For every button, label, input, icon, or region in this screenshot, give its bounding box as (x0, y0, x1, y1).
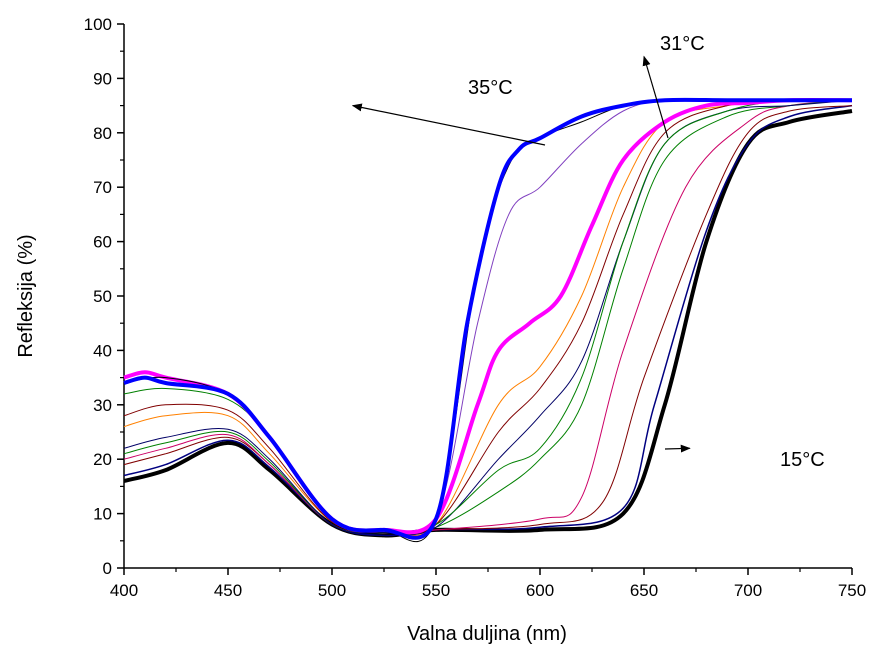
x-tick-label: 500 (318, 581, 346, 600)
series-line-8 (123, 99, 853, 535)
y-tick-label: 0 (103, 559, 112, 578)
y-tick-label: 40 (93, 341, 112, 360)
series-line-1 (123, 109, 853, 538)
x-tick-label: 400 (110, 581, 138, 600)
x-tick-label: 550 (422, 581, 450, 600)
x-tick-label: 650 (630, 581, 658, 600)
annotation-label: 15°C (780, 449, 825, 471)
series-line-9 (123, 98, 853, 532)
y-tick-label: 20 (93, 450, 112, 469)
series-line-3 (123, 105, 853, 534)
series-line-6 (123, 99, 853, 536)
x-tick-label: 450 (214, 581, 242, 600)
series-line-4 (123, 99, 853, 534)
y-tick-label: 60 (93, 233, 112, 252)
y-axis-title: Refleksija (%) (15, 234, 37, 357)
series-line-13 (123, 97, 852, 540)
x-tick-label: 700 (734, 581, 762, 600)
series-lines (123, 97, 853, 543)
y-tick-label: 70 (93, 178, 112, 197)
annotation-label: 35°C (468, 77, 513, 99)
annotation-label: 31°C (660, 33, 705, 55)
x-axis-title: Valna duljina (nm) (407, 623, 567, 645)
series-line-12 (123, 99, 852, 543)
annotation-arrow (642, 55, 669, 139)
series-line-11 (123, 98, 852, 539)
y-tick-label: 30 (93, 396, 112, 415)
y-tick-label: 90 (93, 69, 112, 88)
y-tick-label: 100 (84, 15, 112, 34)
y-tick-label: 80 (93, 124, 112, 143)
series-line-7 (123, 99, 853, 536)
annotation-arrow (664, 444, 691, 453)
x-tick-label: 600 (526, 581, 554, 600)
annotation-arrow (351, 103, 546, 146)
series-line-10 (123, 97, 853, 535)
series-line-2 (123, 104, 853, 537)
axes: 400 450 500 550 600 650 700 750 0 10 20 30 40 50 60 70 8… (84, 15, 867, 600)
y-tick-label: 10 (93, 505, 112, 524)
annotations: 35°C 31°C 15°C (351, 33, 825, 471)
x-tick-label: 750 (838, 581, 866, 600)
series-line-5 (123, 99, 853, 534)
y-tick-label: 50 (93, 287, 112, 306)
